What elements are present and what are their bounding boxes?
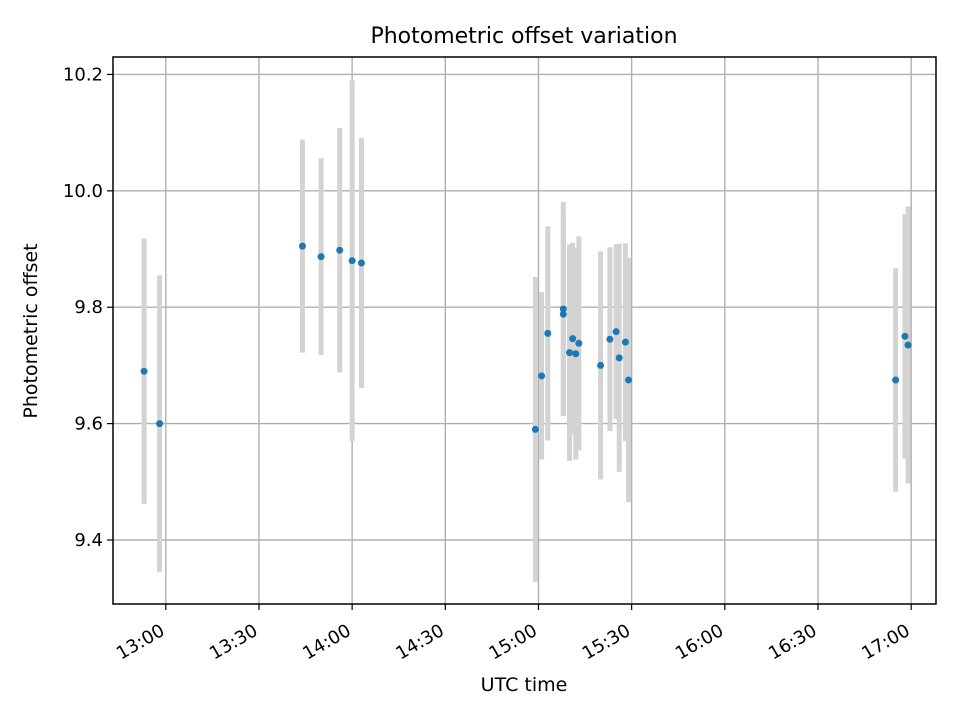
data-point	[531, 425, 539, 433]
data-points	[140, 242, 912, 433]
data-point	[625, 376, 633, 384]
data-point	[538, 372, 546, 380]
data-point	[597, 361, 605, 369]
x-tick-label: 16:00	[672, 620, 727, 664]
plot-frame	[112, 56, 937, 605]
y-tick-label: 9.6	[74, 414, 103, 435]
x-tick-label: 17:00	[858, 620, 913, 664]
data-point	[904, 341, 912, 349]
x-tick-label: 13:30	[206, 620, 261, 664]
y-tick-label: 9.4	[74, 530, 103, 551]
x-tick-label: 14:30	[392, 620, 447, 664]
grid-lines	[113, 57, 936, 604]
data-point	[892, 376, 900, 384]
data-point	[140, 367, 148, 375]
x-tick-label: 15:00	[486, 620, 541, 664]
x-tick-label: 13:00	[113, 620, 168, 664]
x-axis-label: UTC time	[481, 674, 568, 696]
data-point	[575, 339, 583, 347]
data-point	[566, 349, 574, 357]
x-tick-label: 16:30	[765, 620, 820, 664]
data-point	[298, 242, 306, 250]
data-point	[615, 354, 623, 362]
data-point	[357, 259, 365, 267]
data-point	[317, 253, 325, 261]
data-point	[612, 328, 620, 336]
x-tick-label: 14:00	[299, 620, 354, 664]
data-point	[348, 257, 356, 265]
data-point	[606, 335, 614, 343]
y-axis-ticks: 9.4 9.6 9.8 10.0 10.2	[63, 64, 113, 551]
y-tick-label: 10.2	[63, 64, 103, 85]
data-point	[621, 338, 629, 346]
data-point	[569, 335, 577, 343]
y-axis-label: Photometric offset	[20, 243, 42, 418]
y-tick-label: 10.0	[63, 181, 103, 202]
data-point	[572, 350, 580, 358]
data-point	[559, 310, 567, 318]
data-point	[156, 420, 164, 428]
data-point	[336, 246, 344, 254]
data-point	[901, 332, 909, 340]
x-tick-label: 15:30	[579, 620, 634, 664]
y-tick-label: 9.8	[74, 297, 103, 318]
data-point	[544, 329, 552, 337]
data-point	[559, 305, 567, 313]
x-axis-ticks: 13:00 13:30 14:00 14:30 15:00 15:30 16:00 16:30…	[113, 604, 914, 664]
chart-title: Photometric offset variation	[370, 24, 677, 49]
